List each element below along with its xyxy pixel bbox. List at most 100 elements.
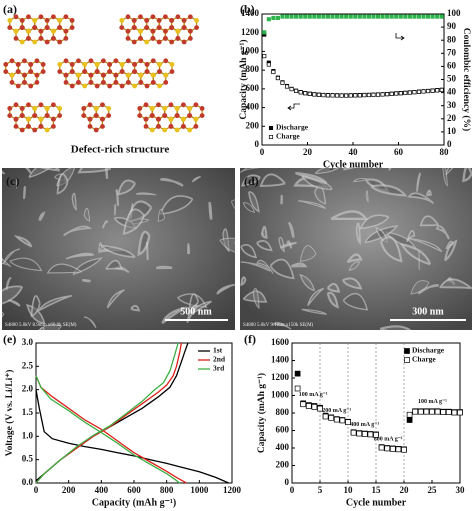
atom — [181, 39, 187, 45]
atom — [168, 116, 174, 122]
atom — [107, 69, 113, 74]
legend-label: 3rd — [213, 364, 225, 373]
atom — [38, 36, 44, 41]
marker — [412, 14, 417, 19]
y2-axis-label: Coulombic efficiency (%) — [461, 28, 472, 131]
flake — [102, 220, 109, 229]
atom — [137, 113, 143, 118]
y-tick-label: 400 — [276, 442, 290, 452]
marker — [294, 385, 301, 392]
flake — [135, 192, 157, 196]
atom — [168, 102, 174, 108]
atom — [187, 36, 193, 41]
flake — [352, 177, 368, 183]
flake — [326, 291, 340, 309]
atom — [13, 28, 19, 34]
atom — [181, 124, 186, 129]
marker — [389, 91, 394, 96]
atom — [144, 69, 150, 74]
atom — [57, 39, 63, 45]
x-tick-label: 60 — [394, 147, 404, 157]
marker — [366, 92, 371, 98]
x-tick-label: 40 — [349, 147, 359, 157]
atom — [44, 39, 50, 45]
flake — [342, 292, 369, 311]
atom — [94, 69, 100, 74]
scale-label: 300 nm — [412, 306, 444, 317]
atom — [125, 14, 131, 20]
flake — [98, 242, 103, 251]
flake — [192, 300, 212, 314]
marker — [385, 14, 390, 19]
atom — [138, 80, 144, 85]
flake — [216, 283, 235, 295]
legend-swatch — [404, 348, 410, 354]
marker — [378, 444, 385, 451]
marker — [362, 93, 367, 98]
marker — [375, 92, 381, 97]
marker — [335, 93, 340, 98]
atom — [19, 25, 25, 30]
x-tick-label: 800 — [160, 485, 174, 495]
atom — [138, 58, 144, 64]
marker — [328, 414, 335, 421]
marker — [280, 14, 285, 19]
flake — [39, 168, 61, 172]
atom — [101, 58, 106, 64]
marker — [307, 14, 312, 19]
atom — [138, 72, 144, 78]
atom — [63, 80, 69, 85]
atom — [69, 18, 75, 23]
atom — [163, 58, 169, 64]
marker — [298, 14, 303, 19]
atom — [174, 113, 180, 118]
marker — [362, 14, 367, 19]
panel-label: (d) — [244, 174, 259, 188]
flake — [155, 265, 173, 270]
atom — [100, 124, 105, 129]
flake — [252, 288, 260, 310]
x-tick-label: 200 — [62, 485, 76, 495]
sem-info: S4800 5.0kV 8.9mm x60.0k SE(M) — [5, 323, 77, 328]
atom — [32, 25, 38, 30]
atom — [32, 106, 38, 111]
atom — [174, 106, 180, 111]
marker — [325, 93, 331, 98]
atom — [199, 106, 205, 111]
marker — [430, 14, 435, 19]
flake — [65, 252, 94, 260]
atom — [19, 39, 25, 45]
y-tick-label: 400 — [246, 102, 260, 112]
marker — [416, 89, 422, 94]
flake — [269, 258, 295, 280]
atom — [9, 58, 15, 64]
y-tick-label: 1000 — [241, 45, 260, 55]
flake — [326, 282, 341, 293]
marker — [353, 93, 358, 98]
atom — [137, 106, 143, 111]
marker — [339, 417, 346, 424]
flake — [342, 168, 355, 171]
atom — [13, 102, 19, 108]
atom — [113, 72, 119, 78]
marker — [435, 14, 440, 19]
atom — [174, 127, 180, 133]
atom — [132, 62, 137, 67]
marker — [426, 14, 431, 19]
y2-tick-label: 10 — [447, 126, 457, 136]
marker — [289, 14, 294, 19]
atom — [7, 113, 13, 118]
flake — [99, 244, 136, 259]
flake — [330, 210, 369, 220]
marker — [371, 92, 376, 97]
y-tick-label: 1200 — [271, 372, 290, 382]
atom — [156, 25, 162, 30]
atom — [187, 14, 193, 20]
atom — [131, 39, 137, 45]
atom — [157, 83, 162, 89]
atom — [156, 124, 161, 129]
atom — [175, 36, 181, 41]
atom — [32, 39, 38, 45]
flake — [299, 245, 317, 262]
flake — [240, 244, 258, 259]
